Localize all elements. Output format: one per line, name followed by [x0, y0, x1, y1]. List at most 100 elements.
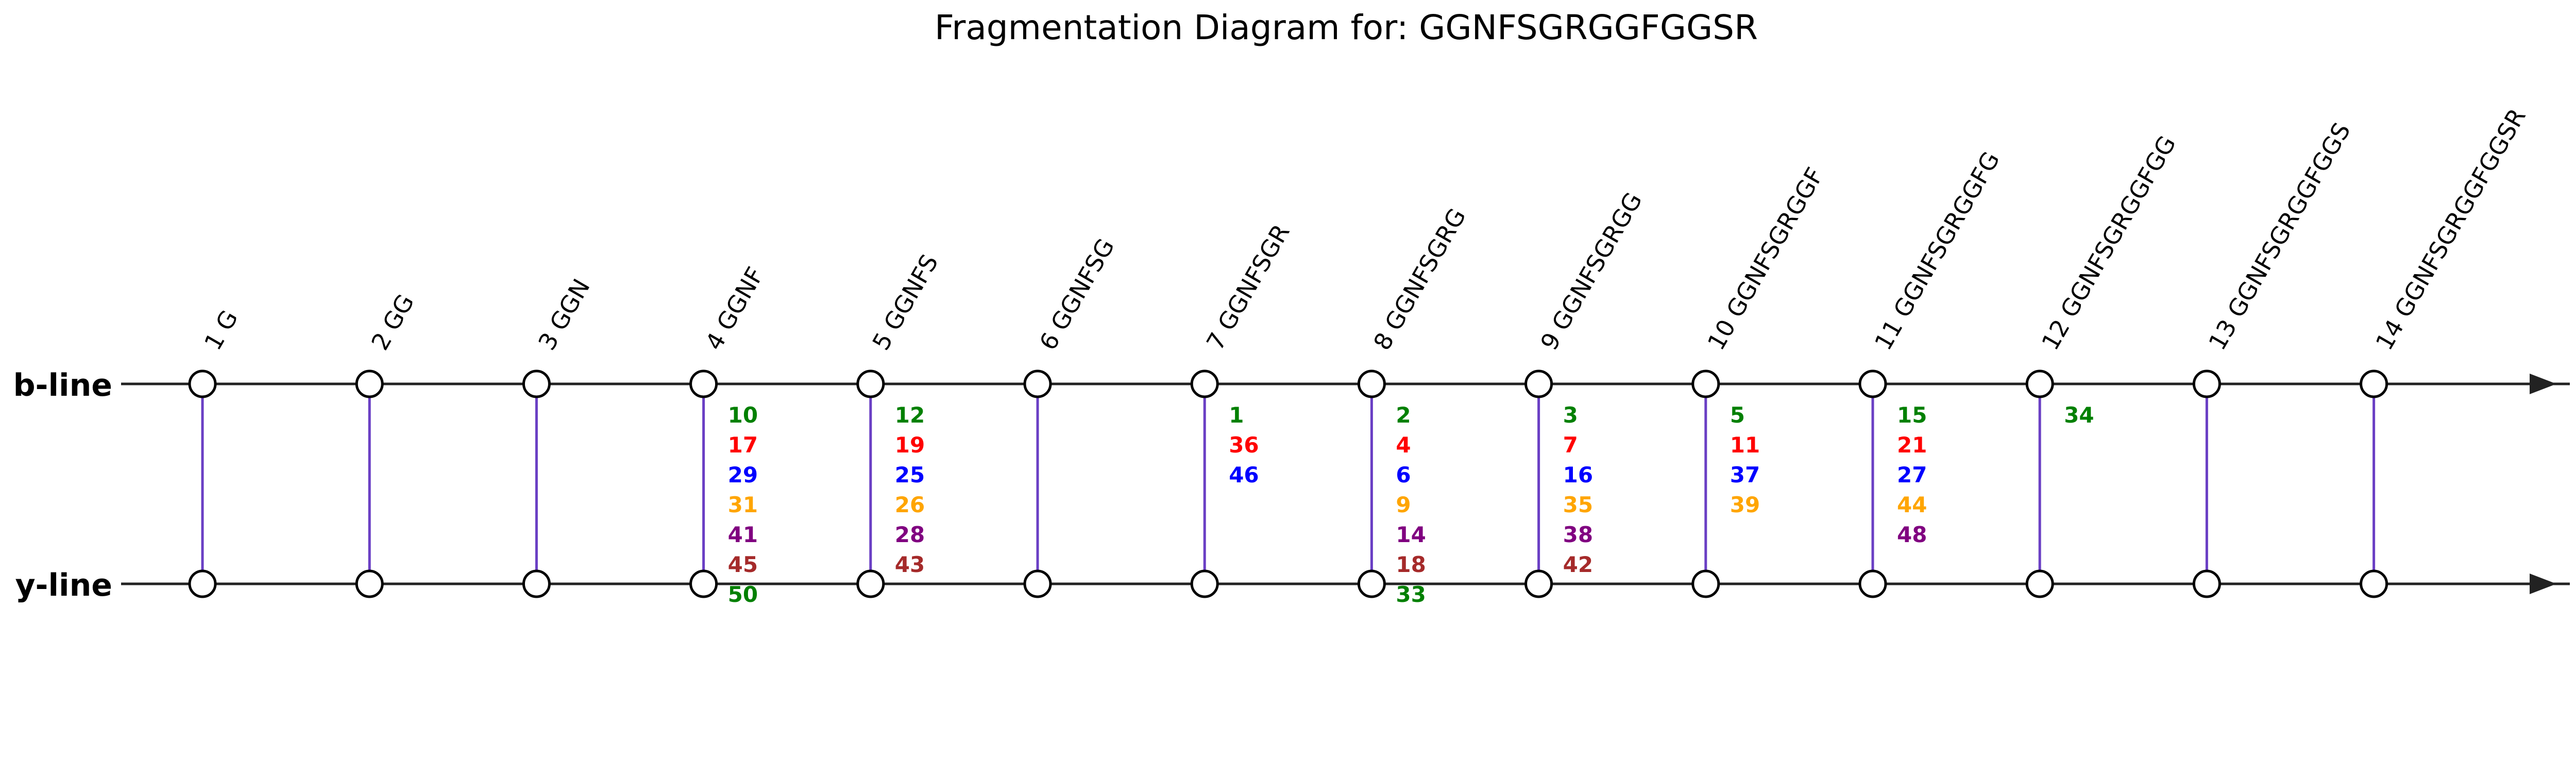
position-11: 11 GGNFSGRGGFG 15 21 27 44 48 — [1858, 147, 2005, 598]
position-label: 11 GGNFSGRGGFG — [1869, 147, 2005, 355]
position-label: 10 GGNFSGRGGF — [1702, 163, 1829, 355]
ion-number: 17 — [728, 432, 758, 458]
b-node — [689, 369, 718, 398]
y-node — [689, 569, 718, 598]
ion-number: 21 — [1897, 432, 1927, 458]
y-node — [2025, 569, 2054, 598]
position-label: 14 GGNFSGRGGFGGSR — [2370, 104, 2531, 355]
diagram-title: Fragmentation Diagram for: GGNFSGRGGFGGS… — [935, 8, 1758, 47]
b-line-arrowhead — [2530, 374, 2556, 394]
b-node — [1190, 369, 1219, 398]
ion-number: 28 — [895, 522, 925, 547]
y-node — [188, 569, 217, 598]
position-9: 9 GGNFSGRGG 3 7 16 35 38 42 — [1524, 188, 1648, 598]
y-node — [1357, 569, 1386, 598]
ion-number: 43 — [895, 552, 925, 577]
ion-number: 29 — [728, 462, 758, 487]
y-node — [1023, 569, 1052, 598]
y-node — [522, 569, 551, 598]
position-12: 12 GGNFSGRGGFGG 34 — [2025, 131, 2181, 598]
y-line-arrowhead — [2530, 574, 2556, 594]
b-node — [188, 369, 217, 398]
ion-number: 41 — [728, 522, 758, 547]
b-node — [2025, 369, 2054, 398]
y-line-label: y-line — [15, 567, 112, 603]
b-node — [1023, 369, 1052, 398]
position-label: 4 GGNF — [700, 262, 769, 355]
position-13: 13 GGNFSGRGGFGGS — [2192, 118, 2356, 598]
position-label: 12 GGNFSGRGGFGG — [2036, 131, 2181, 355]
y-node — [1524, 569, 1553, 598]
ion-number: 45 — [728, 552, 758, 577]
ion-number: 39 — [1730, 492, 1760, 517]
b-node — [1524, 369, 1553, 398]
ion-number: 1 — [1229, 402, 1244, 428]
ion-number: 2 — [1396, 402, 1411, 428]
y-node — [1691, 569, 1720, 598]
ion-number: 15 — [1897, 402, 1927, 428]
position-label: 7 GGNFSGR — [1201, 220, 1295, 355]
b-node — [856, 369, 885, 398]
y-node — [2360, 569, 2388, 598]
ion-number: 16 — [1563, 462, 1593, 487]
position-label: 6 GGNFSG — [1034, 234, 1120, 355]
y-node — [856, 569, 885, 598]
ion-number: 48 — [1897, 522, 1927, 547]
position-label: 8 GGNFSGRG — [1368, 204, 1471, 355]
ion-number: 19 — [895, 432, 925, 458]
ion-number: 38 — [1563, 522, 1593, 547]
position-label: 2 GG — [366, 290, 419, 355]
ion-number: 11 — [1730, 432, 1760, 458]
position-10: 10 GGNFSGRGGF 5 11 37 39 — [1691, 163, 1829, 598]
position-2: 2 GG — [355, 290, 419, 598]
position-7: 7 GGNFSGR 1 36 46 — [1190, 220, 1295, 598]
y-node — [2192, 569, 2221, 598]
ion-number: 7 — [1563, 432, 1578, 458]
ion-number: 5 — [1730, 402, 1745, 428]
ion-number: 36 — [1229, 432, 1259, 458]
b-node — [522, 369, 551, 398]
position-4: 4 GGNF 10 17 29 31 41 45 50 — [689, 262, 769, 607]
position-label: 13 GGNFSGRGGFGGS — [2203, 118, 2356, 355]
position-5: 5 GGNFS 12 19 25 26 28 43 — [856, 249, 944, 598]
ion-number: 26 — [895, 492, 925, 517]
b-line-label: b-line — [13, 367, 112, 403]
ion-number: 37 — [1730, 462, 1760, 487]
ion-number: 44 — [1897, 492, 1927, 517]
ion-number: 10 — [728, 402, 758, 428]
b-node — [1858, 369, 1887, 398]
position-3: 3 GGN — [522, 274, 596, 598]
position-1: 1 G — [188, 306, 243, 598]
ion-number: 12 — [895, 402, 925, 428]
ion-number: 50 — [728, 582, 758, 607]
ion-number: 25 — [895, 462, 925, 487]
b-node — [2360, 369, 2388, 398]
ion-number: 27 — [1897, 462, 1927, 487]
position-label: 9 GGNFSGRGG — [1535, 188, 1647, 355]
b-node — [1357, 369, 1386, 398]
b-node — [1691, 369, 1720, 398]
ion-number: 4 — [1396, 432, 1411, 458]
ion-number: 18 — [1396, 552, 1426, 577]
ion-number: 42 — [1563, 552, 1593, 577]
ion-number: 46 — [1229, 462, 1259, 487]
ion-number: 6 — [1396, 462, 1411, 487]
position-8: 8 GGNFSGRG 2 4 6 9 14 18 33 — [1357, 204, 1471, 607]
y-node — [1190, 569, 1219, 598]
ion-number: 3 — [1563, 402, 1578, 428]
b-node — [355, 369, 384, 398]
y-node — [355, 569, 384, 598]
ion-number: 34 — [2064, 402, 2094, 428]
position-6: 6 GGNFSG — [1023, 234, 1120, 598]
ion-number: 35 — [1563, 492, 1593, 517]
b-node — [2192, 369, 2221, 398]
ion-number: 33 — [1396, 582, 1426, 607]
y-node — [1858, 569, 1887, 598]
ion-number: 9 — [1396, 492, 1411, 517]
ion-number: 14 — [1396, 522, 1426, 547]
position-label: 3 GGN — [533, 274, 596, 355]
position-label: 5 GGNFS — [867, 249, 944, 355]
position-14: 14 GGNFSGRGGFGGSR — [2360, 104, 2531, 598]
